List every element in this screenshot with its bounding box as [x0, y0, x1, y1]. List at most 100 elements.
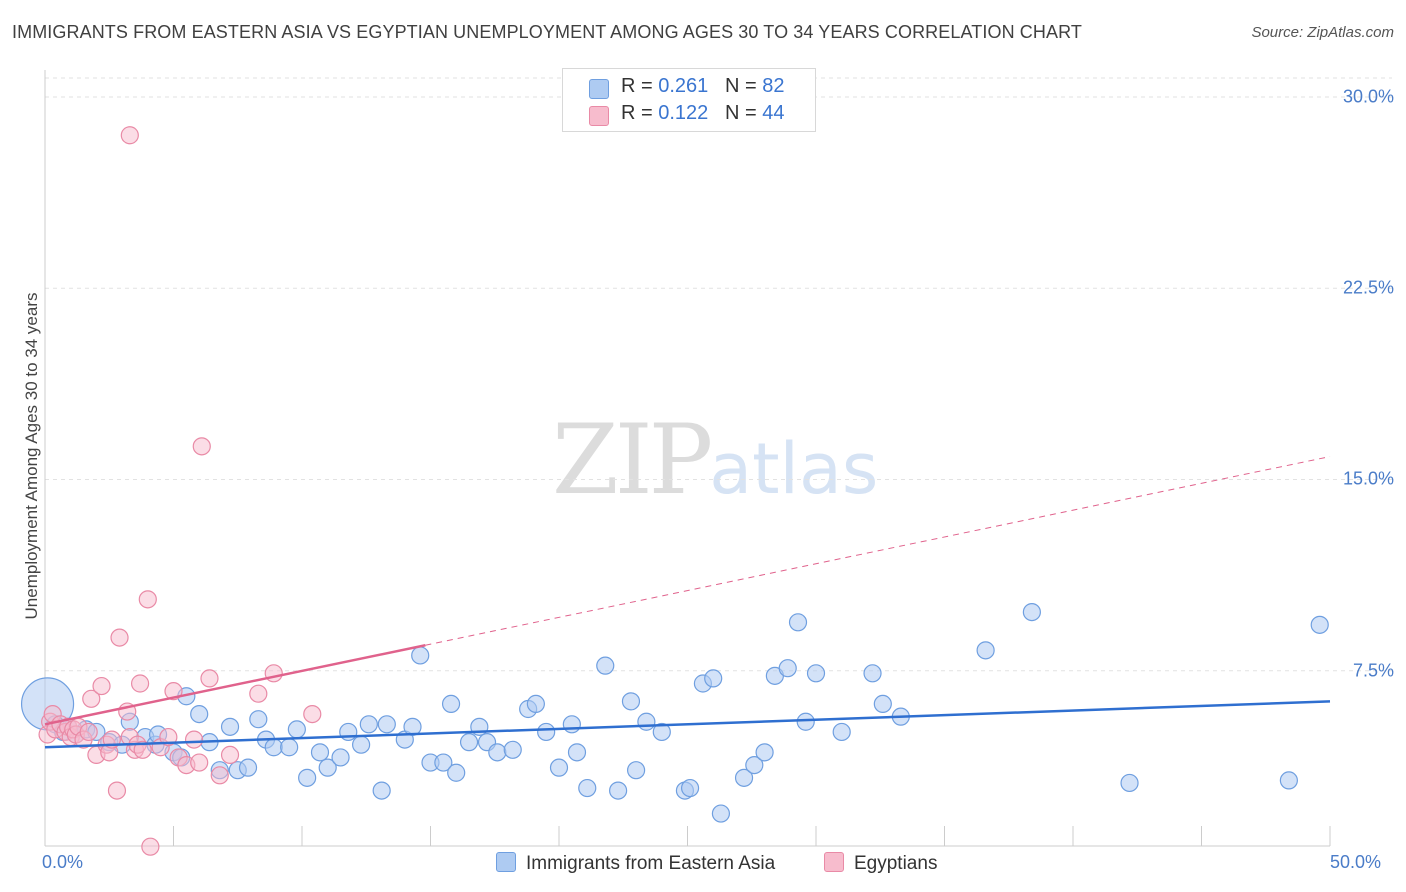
data-point-egyptians [249, 684, 268, 703]
data-point-egyptians [303, 704, 322, 724]
data-point-immigrants [626, 761, 646, 780]
data-point-immigrants [503, 740, 522, 759]
data-point-immigrants [220, 717, 240, 736]
data-point-immigrants [680, 778, 700, 798]
data-point-immigrants [734, 768, 754, 787]
zipatlas-watermark: ZIPatlas [552, 404, 878, 516]
data-point-immigrants [976, 641, 995, 660]
data-point-immigrants [562, 715, 581, 734]
data-point-egyptians [164, 682, 183, 701]
data-point-immigrants [745, 755, 764, 775]
data-point-egyptians [120, 126, 139, 145]
data-point-immigrants [411, 646, 430, 665]
data-point-egyptians [220, 745, 240, 765]
bottom-legend-egyptians: Egyptians [824, 852, 937, 875]
bottom-legend-swatch-pink [824, 852, 844, 872]
legend: R = 0.261 N = 82 R = 0.122 N = 44 [562, 68, 816, 132]
chart-title: IMMIGRANTS FROM EASTERN ASIA VS EGYPTIAN… [12, 22, 1082, 42]
x-tick-label-min: 0.0% [42, 852, 84, 872]
data-point-immigrants [755, 743, 774, 762]
data-point-immigrants [1022, 602, 1041, 622]
data-point-egyptians [133, 740, 152, 759]
data-point-immigrants [434, 753, 453, 772]
y-tick-label: 22.5% [1342, 277, 1394, 298]
data-point-egyptians [141, 837, 160, 856]
data-point-egyptians [110, 628, 129, 647]
trend-lines [44, 456, 1331, 749]
bottom-legend-label: Immigrants from Eastern Asia [526, 853, 776, 874]
data-point-immigrants [441, 694, 461, 714]
bottom-legend-immigrants: Immigrants from Eastern Asia [496, 852, 775, 875]
data-point-immigrants [537, 722, 556, 742]
legend-n-value: 44 [762, 102, 785, 124]
bottom-legend-label: Egyptians [854, 853, 938, 874]
watermark-zip: ZIP [552, 404, 713, 516]
y-axis-label: Unemployment Among Ages 30 to 34 years [22, 292, 41, 620]
series-egyptians-points [38, 126, 322, 856]
data-point-immigrants [609, 781, 628, 800]
data-point-immigrants [549, 758, 569, 777]
legend-swatch-blue [589, 79, 609, 99]
legend-n-value: 82 [762, 75, 785, 97]
data-point-egyptians [107, 781, 127, 800]
data-point-egyptians [130, 674, 150, 693]
data-point-immigrants [621, 692, 641, 711]
data-point-immigrants [832, 722, 851, 742]
data-point-egyptians [210, 766, 229, 785]
data-point-immigrants [488, 743, 507, 762]
data-point-immigrants [318, 758, 337, 777]
data-point-immigrants [377, 715, 396, 734]
y-tick-label: 15.0% [1342, 468, 1394, 489]
trend-line-egyptians [44, 644, 426, 726]
legend-r-value: 0.122 [658, 102, 709, 124]
legend-r-value: 0.261 [658, 75, 709, 97]
data-point-immigrants [352, 735, 371, 754]
trend-line-immigrants [44, 700, 1331, 749]
data-point-immigrants [372, 781, 391, 800]
data-point-immigrants [459, 733, 479, 752]
data-point-immigrants [331, 748, 350, 767]
data-point-immigrants [287, 720, 306, 739]
data-point-immigrants [637, 712, 656, 731]
data-point-immigrants [1120, 773, 1139, 793]
data-point-egyptians [92, 676, 111, 696]
data-point-egyptians [184, 730, 204, 749]
data-point-egyptians [192, 437, 211, 456]
data-point-immigrants [788, 613, 808, 632]
legend-n-label: N = [724, 75, 763, 97]
grid-lines [45, 77, 1392, 672]
data-point-immigrants [567, 743, 587, 762]
data-point-immigrants [249, 710, 268, 729]
data-point-immigrants [778, 659, 797, 678]
data-point-egyptians [159, 727, 178, 747]
legend-swatch-pink [589, 106, 609, 126]
data-point-immigrants [873, 694, 892, 714]
data-point-immigrants [806, 664, 826, 683]
data-point-egyptians [200, 669, 219, 688]
data-point-immigrants [298, 768, 317, 787]
data-point-immigrants [447, 763, 466, 782]
data-point-immigrants [264, 738, 283, 757]
y-tick-label: 30.0% [1342, 86, 1394, 107]
series-immigrants-points [20, 602, 1329, 823]
data-point-immigrants [359, 715, 378, 734]
watermark-atlas: atlas [709, 428, 879, 510]
data-point-egyptians [138, 590, 157, 609]
y-tick-label: 7.5% [1352, 660, 1394, 681]
data-point-immigrants [280, 738, 299, 757]
source-label: Source: ZipAtlas.com [1251, 24, 1394, 41]
data-point-immigrants [190, 704, 209, 724]
data-point-egyptians [190, 753, 209, 772]
data-point-immigrants [526, 694, 545, 714]
data-point-immigrants [796, 712, 815, 731]
legend-r-label: R = [621, 75, 659, 97]
x-tick-label-max: 50.0% [1330, 852, 1382, 872]
data-point-immigrants [1279, 771, 1298, 790]
data-point-egyptians [79, 722, 98, 742]
data-point-immigrants [652, 722, 671, 742]
data-point-egyptians [82, 689, 101, 708]
data-point-immigrants [863, 664, 882, 683]
data-point-immigrants [1310, 615, 1329, 634]
data-point-immigrants [596, 656, 615, 675]
